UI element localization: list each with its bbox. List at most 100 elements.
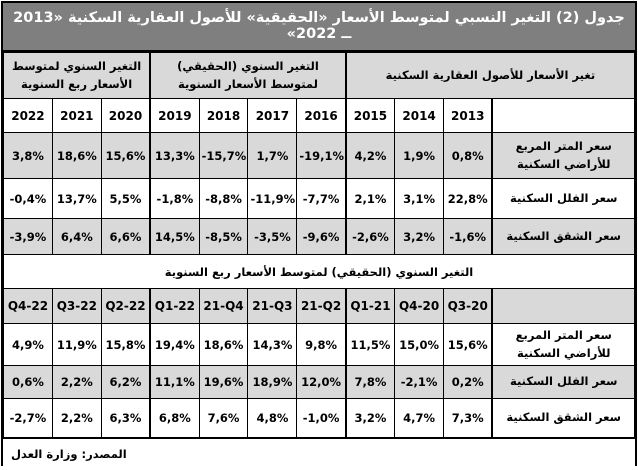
value-cell: 14,5% xyxy=(149,218,200,255)
source-note: المصدر: وزارة العدل xyxy=(3,438,635,470)
value-cell: 6,3% xyxy=(100,398,151,438)
value-cell: 4,8% xyxy=(247,398,298,438)
value-cell: 2,1% xyxy=(344,178,396,219)
value-cell: -0,4% xyxy=(3,178,53,219)
value-cell: 15,8% xyxy=(100,323,151,366)
year-header-row: 2022 2021 2020 2019 2018 2017 2016 2015 … xyxy=(3,98,636,133)
year-cell: 2014 xyxy=(394,98,445,133)
value-cell: 11,5% xyxy=(344,323,396,366)
value-cell: 19,4% xyxy=(149,323,200,366)
value-cell: 0,2% xyxy=(443,365,493,399)
group-header-row: التغير السنوي لمتوسط الأسعار ربع السنوية… xyxy=(3,52,635,99)
value-cell: 2,2% xyxy=(51,398,102,438)
value-cell: 18,9% xyxy=(247,365,298,399)
value-cell: -1,8% xyxy=(149,178,200,219)
value-cell: 6,2% xyxy=(100,365,151,399)
year-cell: 2013 xyxy=(443,98,493,133)
year-cell: 2018 xyxy=(198,98,249,133)
year-cell: 2019 xyxy=(149,98,200,133)
quarter-cell: Q3-22 xyxy=(51,288,102,324)
row-label-villa-price: سعر الفلل السكنية xyxy=(491,178,636,219)
value-cell: -7,7% xyxy=(296,178,347,219)
value-cell: 1,9% xyxy=(394,132,445,179)
value-cell: 4,9% xyxy=(3,323,53,366)
value-cell: 1,7% xyxy=(247,132,298,179)
value-cell: 3,2% xyxy=(344,398,396,438)
value-cell: 5,5% xyxy=(100,178,151,219)
value-cell: 3,2% xyxy=(394,218,445,255)
year-cell: 2021 xyxy=(51,98,102,133)
value-cell: 7,3% xyxy=(443,398,493,438)
value-cell: -9,6% xyxy=(296,218,347,255)
row-label-apartment-price: سعر الشقق السكنية xyxy=(491,218,636,255)
value-cell: 11,9% xyxy=(51,323,102,366)
quarter-cell: Q1-22 xyxy=(149,288,200,324)
quarter-cell: Q4-20 xyxy=(394,288,445,324)
row-label-apartment-price: سعر الشقق السكنية xyxy=(491,398,636,438)
value-cell: 0,8% xyxy=(443,132,493,179)
table-row: -3,9% 6,4% 6,6% 14,5% -8,5% -3,5% -9,6% … xyxy=(3,218,636,255)
value-cell: 6,6% xyxy=(100,218,151,255)
row-label-land-sqm-price: سعر المتر المربع للأراضي السكنية xyxy=(491,323,636,366)
year-cell: 2022 xyxy=(3,98,53,133)
table-row: 0,6% 2,2% 6,2% 11,1% 19,6% 18,9% 12,0% 7… xyxy=(3,365,636,399)
table-title: جدول (2) التغير النسبي لمتوسط الأسعار «ا… xyxy=(3,3,635,52)
year-cell: 2016 xyxy=(296,98,347,133)
value-cell: 12,0% xyxy=(296,365,347,399)
value-cell: 18,6% xyxy=(51,132,102,179)
value-cell: -3,9% xyxy=(3,218,53,255)
table-row: -0,4% 13,7% 5,5% -1,8% -8,8% -11,9% -7,7… xyxy=(3,178,636,219)
group-header-asset-price-change: تغير الأسعار للأصول العقارية السكنية xyxy=(344,52,635,99)
value-cell: 7,8% xyxy=(344,365,396,399)
quarterly-section-header: التغير السنوي (الحقيقي) لمتوسط الأسعار ر… xyxy=(3,254,635,289)
quarter-cell: Q4-22 xyxy=(3,288,53,324)
value-cell: -2,6% xyxy=(344,218,396,255)
empty-corner-cell xyxy=(491,288,636,324)
value-cell: 14,3% xyxy=(247,323,298,366)
value-cell: 13,7% xyxy=(51,178,102,219)
data-table: التغير السنوي لمتوسط الأسعار ربع السنوية… xyxy=(3,52,636,438)
row-label-land-sqm-price: سعر المتر المربع للأراضي السكنية xyxy=(491,132,636,179)
value-cell: 15,6% xyxy=(100,132,151,179)
value-cell: 4,2% xyxy=(344,132,396,179)
value-cell: -8,8% xyxy=(198,178,249,219)
year-cell: 2020 xyxy=(100,98,151,133)
value-cell: 15,0% xyxy=(394,323,445,366)
value-cell: 22,8% xyxy=(443,178,493,219)
empty-corner-cell xyxy=(491,98,636,133)
quarter-cell: 21-Q3 xyxy=(247,288,298,324)
table-row: -2,7% 2,2% 6,3% 6,8% 7,6% 4,8% -1,0% 3,2… xyxy=(3,398,636,438)
value-cell: -15,7% xyxy=(198,132,249,179)
value-cell: 2,2% xyxy=(51,365,102,399)
value-cell: -19,1% xyxy=(296,132,347,179)
value-cell: 6,8% xyxy=(149,398,200,438)
value-cell: 18,6% xyxy=(198,323,249,366)
quarter-header-row: Q4-22 Q3-22 Q2-22 Q1-22 21-Q4 21-Q3 21-Q… xyxy=(3,288,636,324)
quarterly-section-header-row: التغير السنوي (الحقيقي) لمتوسط الأسعار ر… xyxy=(3,254,635,289)
value-cell: 0,6% xyxy=(3,365,53,399)
value-cell: 15,6% xyxy=(443,323,493,366)
row-label-villa-price: سعر الفلل السكنية xyxy=(491,365,636,399)
value-cell: -2,1% xyxy=(394,365,445,399)
value-cell: 3,8% xyxy=(3,132,53,179)
value-cell: 19,6% xyxy=(198,365,249,399)
quarter-cell: Q2-22 xyxy=(100,288,151,324)
table-row: 4,9% 11,9% 15,8% 19,4% 18,6% 14,3% 9,8% … xyxy=(3,323,636,366)
value-cell: -11,9% xyxy=(247,178,298,219)
value-cell: 13,3% xyxy=(149,132,200,179)
group-header-annual-real: التغير السنوي (الحقيقي) لمتوسط الأسعار ا… xyxy=(149,52,347,99)
year-cell: 2015 xyxy=(344,98,396,133)
value-cell: -1,6% xyxy=(443,218,493,255)
value-cell: 4,7% xyxy=(394,398,445,438)
value-cell: 3,1% xyxy=(394,178,445,219)
value-cell: 7,6% xyxy=(198,398,249,438)
quarter-cell: Q3-20 xyxy=(443,288,493,324)
value-cell: 9,8% xyxy=(296,323,347,366)
value-cell: 6,4% xyxy=(51,218,102,255)
value-cell: -3,5% xyxy=(247,218,298,255)
quarter-cell: 21-Q2 xyxy=(296,288,347,324)
quarter-cell: 21-Q4 xyxy=(198,288,249,324)
quarter-cell: Q1-21 xyxy=(344,288,396,324)
value-cell: -1,0% xyxy=(296,398,347,438)
